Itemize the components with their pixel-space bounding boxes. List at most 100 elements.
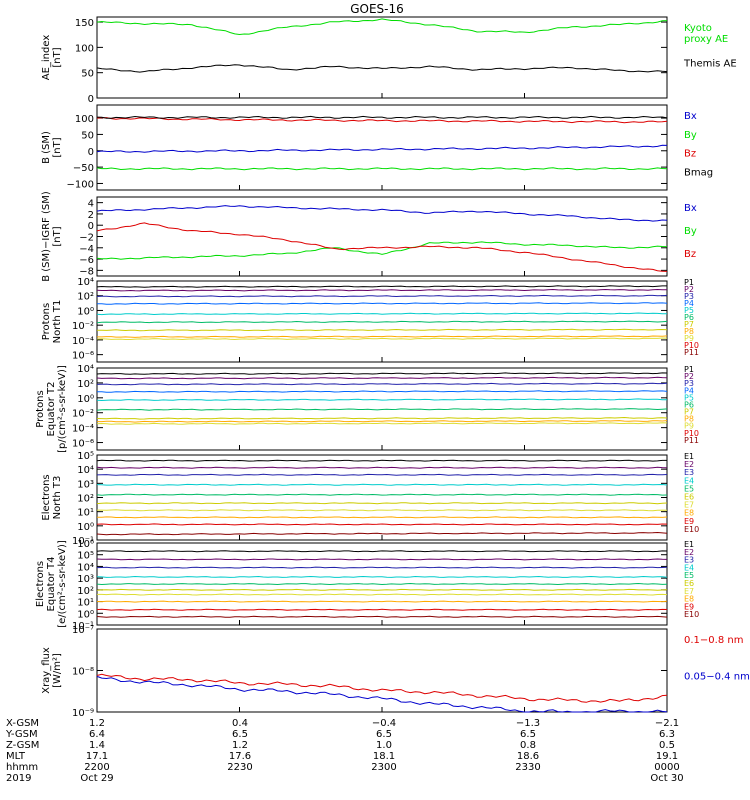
- x-row-label: X-GSM: [6, 718, 39, 729]
- legend-entry: E10: [684, 525, 699, 534]
- y-axis-label: ElectronsEquator T4[e/(cm²-s-sr-keV)]: [35, 540, 68, 628]
- series-line: [96, 241, 668, 260]
- series-line: [96, 398, 667, 402]
- legend-entry: P2: [684, 285, 694, 294]
- x-row-value: 19.1: [656, 751, 678, 762]
- series-line: [96, 673, 668, 703]
- y-tick-label: 10⁻²: [72, 321, 94, 332]
- y-tick-label: 10²: [77, 494, 94, 505]
- legend-entry: E3: [684, 468, 694, 477]
- legend-entry: E6: [684, 579, 694, 588]
- series-line: [96, 115, 668, 119]
- y-tick-label: 10⁻⁸: [72, 667, 94, 678]
- x-row-value: 6.4: [89, 729, 105, 740]
- legend-entry: E6: [684, 493, 694, 502]
- series-line: [96, 493, 668, 496]
- y-tick-label: 50: [81, 69, 94, 80]
- y-tick-label: −50: [73, 163, 94, 174]
- panel-1: 0 50 100 150 AE_index[nT] Kyoto proxy AE Themis…: [41, 16, 737, 105]
- y-tick-label: 10⁻⁴: [72, 336, 94, 347]
- series-line: [96, 483, 668, 486]
- y-axis-label: ProtonsNorth T1: [41, 300, 63, 344]
- x-row-value: 2230: [227, 762, 252, 773]
- x-row-label: hhmm: [6, 762, 38, 773]
- y-tick-label: 0: [88, 94, 94, 105]
- x-row-label: MLT: [6, 751, 26, 762]
- x-row-value: 1.2: [232, 740, 248, 751]
- x-row-value: −2.1: [655, 718, 679, 729]
- series-line: [96, 675, 668, 713]
- legend-entry: E4: [684, 563, 694, 572]
- legend-entry: Kyoto proxy AE: [684, 23, 728, 45]
- series-line: [97, 516, 668, 519]
- series-line: [96, 408, 668, 411]
- series-line: [96, 312, 668, 316]
- series-line: [96, 600, 668, 603]
- x-row-value: 17.6: [229, 751, 251, 762]
- legend-entry: E10: [684, 610, 699, 619]
- series-line: [96, 558, 668, 561]
- y-tick-label: 10³: [77, 479, 94, 490]
- series-line: [96, 288, 668, 292]
- y-tick-label: −2: [79, 233, 94, 244]
- x-row-value: 2330: [515, 762, 540, 773]
- y-axis-label: Xray_flux[W/m²]: [41, 647, 63, 694]
- series-line: [97, 420, 668, 423]
- legend-entry: P3: [684, 379, 694, 388]
- y-tick-label: 10¹: [77, 508, 94, 519]
- series-line: [96, 64, 668, 73]
- y-tick-label: 10²: [77, 586, 94, 597]
- y-tick-label: 10³: [77, 574, 94, 585]
- x-row-value: Oct 29: [80, 773, 113, 784]
- x-row-value: −1.3: [516, 718, 540, 729]
- series-line: [96, 337, 668, 341]
- series-line: [97, 335, 668, 338]
- series-line: [96, 117, 668, 124]
- series-line: [96, 372, 668, 375]
- x-row-value: 0000: [654, 762, 679, 773]
- legend-entry: P7: [684, 408, 694, 417]
- x-row-value: 2200: [84, 762, 109, 773]
- legend-entry: P1: [684, 365, 694, 374]
- legend-entry: P6: [684, 313, 694, 322]
- legend-entry: E7: [684, 587, 694, 596]
- x-row-value: 6.3: [659, 729, 675, 740]
- legend-entry: E9: [684, 602, 694, 611]
- x-row-label: Y-GSM: [5, 729, 38, 740]
- x-row-value: 0.4: [232, 718, 248, 729]
- legend-entry: E2: [684, 548, 694, 557]
- y-tick-label: 10⁶: [77, 539, 94, 550]
- x-row-value: 6.5: [232, 729, 248, 740]
- y-tick-label: 10⁵: [77, 451, 94, 462]
- series-line: [96, 575, 668, 578]
- x-row-value: 0.8: [520, 740, 536, 751]
- legend-entry: By: [684, 130, 697, 141]
- panel-6: 10⁻¹ 10⁰ 10¹ 10² 10³ 10⁴ 10⁵ ElectronsNorth T3 E…: [41, 451, 699, 547]
- legend-entry: P10: [684, 341, 699, 350]
- legend-entry: P1: [684, 278, 694, 287]
- x-row-value: 17.1: [86, 751, 108, 762]
- series-line: [96, 205, 668, 222]
- y-tick-label: 100: [75, 43, 94, 54]
- y-axis-label: AE_index[nT]: [41, 35, 63, 81]
- panel-8: 10⁻⁹ 10⁻⁸ 10⁻⁷ Xray_flux[W/m²] 0.1−0.8 nm 0.0…: [41, 625, 750, 719]
- series-line: [96, 582, 668, 586]
- series-line: [96, 550, 668, 553]
- series-line: [97, 302, 668, 305]
- series-line: [96, 382, 668, 386]
- x-row-value: 1.4: [89, 740, 105, 751]
- x-row-value: 1.0: [376, 740, 392, 751]
- legend-entry: Themis AE: [683, 59, 737, 70]
- legend-entry: Bz: [684, 249, 696, 260]
- legend-entry: P3: [684, 292, 694, 301]
- series-line: [96, 416, 668, 420]
- legend-entry: E9: [684, 517, 694, 526]
- series-line: [96, 222, 668, 272]
- y-tick-label: 50: [81, 130, 94, 141]
- series-line: [97, 509, 668, 512]
- y-tick-label: 10¹: [77, 598, 94, 609]
- y-tick-label: 10⁴: [77, 465, 94, 476]
- series-line: [96, 167, 668, 171]
- y-axis-label: B (SM)[nT]: [41, 131, 63, 164]
